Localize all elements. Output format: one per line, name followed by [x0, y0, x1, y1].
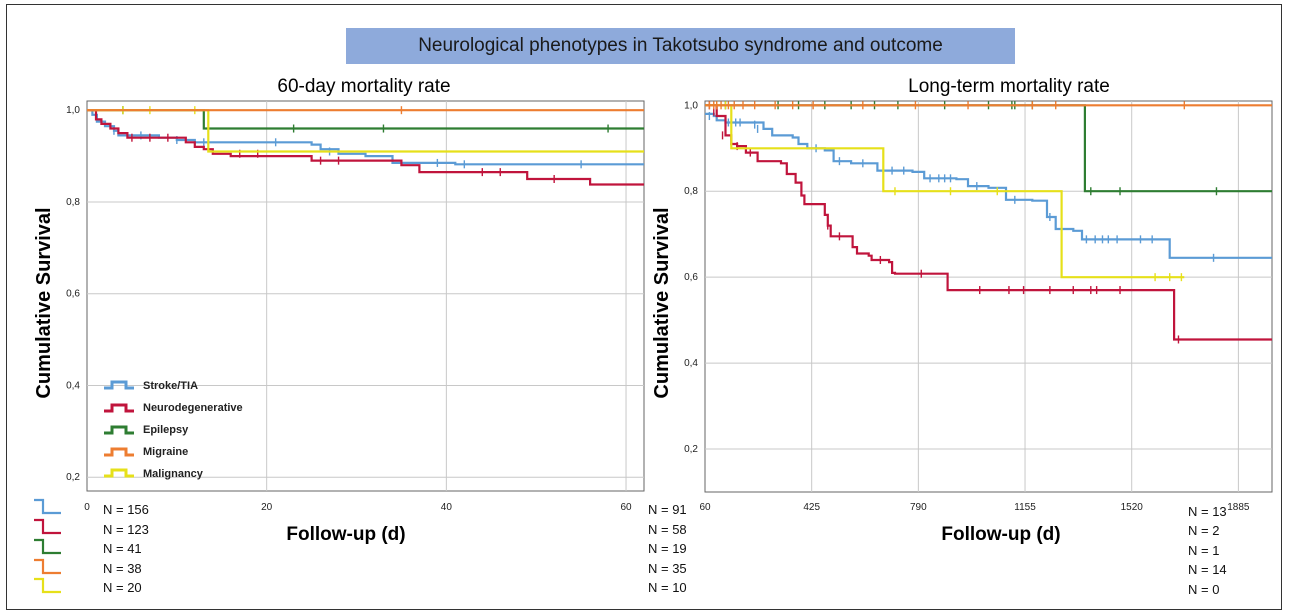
risk-lt-neurodegenerative: N = 2 — [1188, 523, 1219, 538]
p1-y-tick-label: 0,2 — [66, 472, 80, 483]
panel2-y-ticks: 0,2 0,4 0,6 0,8 1,0 — [684, 100, 698, 455]
risk-swatch-neurodegenerative — [34, 518, 61, 535]
risk-start-stroke: N = 156 — [103, 502, 149, 517]
risk-table-start: N = 156 N = 123 N = 41 N = 38 N = 20 — [103, 502, 149, 595]
risk-start-neurodegenerative: N = 123 — [103, 522, 149, 537]
risk-table-long-term: N = 13 N = 2 N = 1 N = 14 N = 0 — [1188, 504, 1227, 597]
p2-y-tick-label: 0,4 — [684, 358, 698, 369]
risk-60d-stroke: N = 91 — [648, 502, 687, 517]
legend-item-malignancy: Malignancy — [104, 468, 204, 480]
panel1-title: 60-day mortality rate — [277, 76, 450, 97]
risk-lt-malignancy: N = 0 — [1188, 582, 1219, 597]
panel1-y-axis-label: Cumulative Survival — [33, 207, 55, 398]
p2-y-tick-label: 0,2 — [684, 444, 698, 455]
risk-swatch-migraine — [34, 558, 61, 575]
risk-60d-migraine: N = 35 — [648, 561, 687, 576]
p1-x-tick-label: 0 — [84, 502, 90, 513]
panel2-series — [705, 101, 1272, 344]
legend-item-epilepsy: Epilepsy — [104, 424, 189, 436]
p2-x-tick-label: 1520 — [1121, 502, 1144, 513]
risk-lt-migraine: N = 14 — [1188, 562, 1227, 577]
p1-x-tick-label: 20 — [261, 502, 273, 513]
legend-swatch-malignancy — [104, 468, 134, 478]
p2-x-tick-label: 790 — [910, 502, 927, 513]
panel1-series — [87, 106, 644, 186]
panel2-title: Long-term mortality rate — [908, 76, 1110, 97]
legend-label-neurodegenerative: Neurodegenerative — [143, 402, 243, 414]
risk-swatch-stroke — [34, 498, 61, 515]
panel1-x-axis-label: Follow-up (d) — [286, 524, 405, 545]
panel1-x-ticks: 0 20 40 60 — [84, 502, 632, 513]
risk-60d-epilepsy: N = 19 — [648, 541, 687, 556]
legend-item-migraine: Migraine — [104, 446, 188, 458]
risk-start-migraine: N = 38 — [103, 561, 142, 576]
p2-y-tick-label: 1,0 — [684, 100, 698, 111]
p2-y-tick-label: 0,8 — [684, 186, 698, 197]
risk-start-epilepsy: N = 41 — [103, 541, 142, 556]
p1-x-tick-label: 40 — [441, 502, 453, 513]
legend-label-malignancy: Malignancy — [143, 468, 204, 480]
panel1-plot-area — [86, 100, 645, 492]
legend-swatch-neurodegenerative — [104, 403, 134, 413]
risk-60d-neurodegenerative: N = 58 — [648, 522, 687, 537]
legend: Stroke/TIA Neurodegenerative Epilepsy Mi… — [104, 380, 243, 480]
p1-y-tick-label: 0,8 — [66, 197, 80, 208]
risk-table-60-day: N = 91 N = 58 N = 19 N = 35 N = 10 — [648, 502, 687, 595]
risk-start-malignancy: N = 20 — [103, 580, 142, 595]
risk-lt-epilepsy: N = 1 — [1188, 543, 1219, 558]
risk-table-swatches — [34, 498, 61, 594]
panel-long-term: Long-term mortality rate 0,2 0,4 0,6 0,8 1,0… — [651, 76, 1273, 597]
p2-x-tick-label: 425 — [803, 502, 820, 513]
p2-x-tick-label: 60 — [699, 502, 711, 513]
legend-label-migraine: Migraine — [143, 446, 188, 458]
p1-y-tick-label: 1,0 — [66, 105, 80, 116]
panel2-plot-area — [704, 100, 1273, 493]
risk-lt-stroke: N = 13 — [1188, 504, 1227, 519]
figure-frame — [6, 4, 1282, 610]
legend-swatch-migraine — [104, 447, 134, 457]
legend-swatch-epilepsy — [104, 425, 134, 435]
p2-x-tick-label: 1155 — [1014, 502, 1036, 513]
panel2-x-ticks: 60 425 790 1155 1520 1885 — [699, 502, 1250, 513]
figure-title-banner: Neurological phenotypes in Takotsubo syn… — [346, 28, 1015, 64]
legend-label-epilepsy: Epilepsy — [143, 424, 189, 436]
p1-x-tick-label: 60 — [620, 502, 632, 513]
p2-series-line-stroke — [705, 112, 1272, 259]
panel1-grid — [87, 101, 644, 491]
p2-y-tick-label: 0,6 — [684, 272, 698, 283]
risk-swatch-epilepsy — [34, 538, 61, 555]
panel1-y-ticks: 0,2 0,4 0,6 0,8 1,0 — [66, 105, 80, 483]
legend-item-neurodegenerative: Neurodegenerative — [104, 402, 243, 414]
p1-y-tick-label: 0,4 — [66, 380, 80, 391]
legend-label-stroke: Stroke/TIA — [143, 380, 198, 392]
risk-swatch-malignancy — [34, 577, 61, 594]
panel2-y-axis-label: Cumulative Survival — [651, 207, 673, 398]
panel-60-day: 60-day mortality rate 0,2 0,4 0,6 0,8 1,0 0 2… — [33, 76, 687, 595]
legend-item-stroke: Stroke/TIA — [104, 380, 198, 392]
p1-y-tick-label: 0,6 — [66, 289, 80, 300]
p2-x-tick-label: 1885 — [1227, 502, 1250, 513]
p2-series-line-malignancy — [705, 104, 1185, 279]
panel2-x-axis-label: Follow-up (d) — [941, 524, 1060, 545]
risk-60d-malignancy: N = 10 — [648, 580, 687, 595]
p2-series-line-neuro — [705, 104, 1272, 341]
legend-swatch-stroke — [104, 380, 134, 390]
